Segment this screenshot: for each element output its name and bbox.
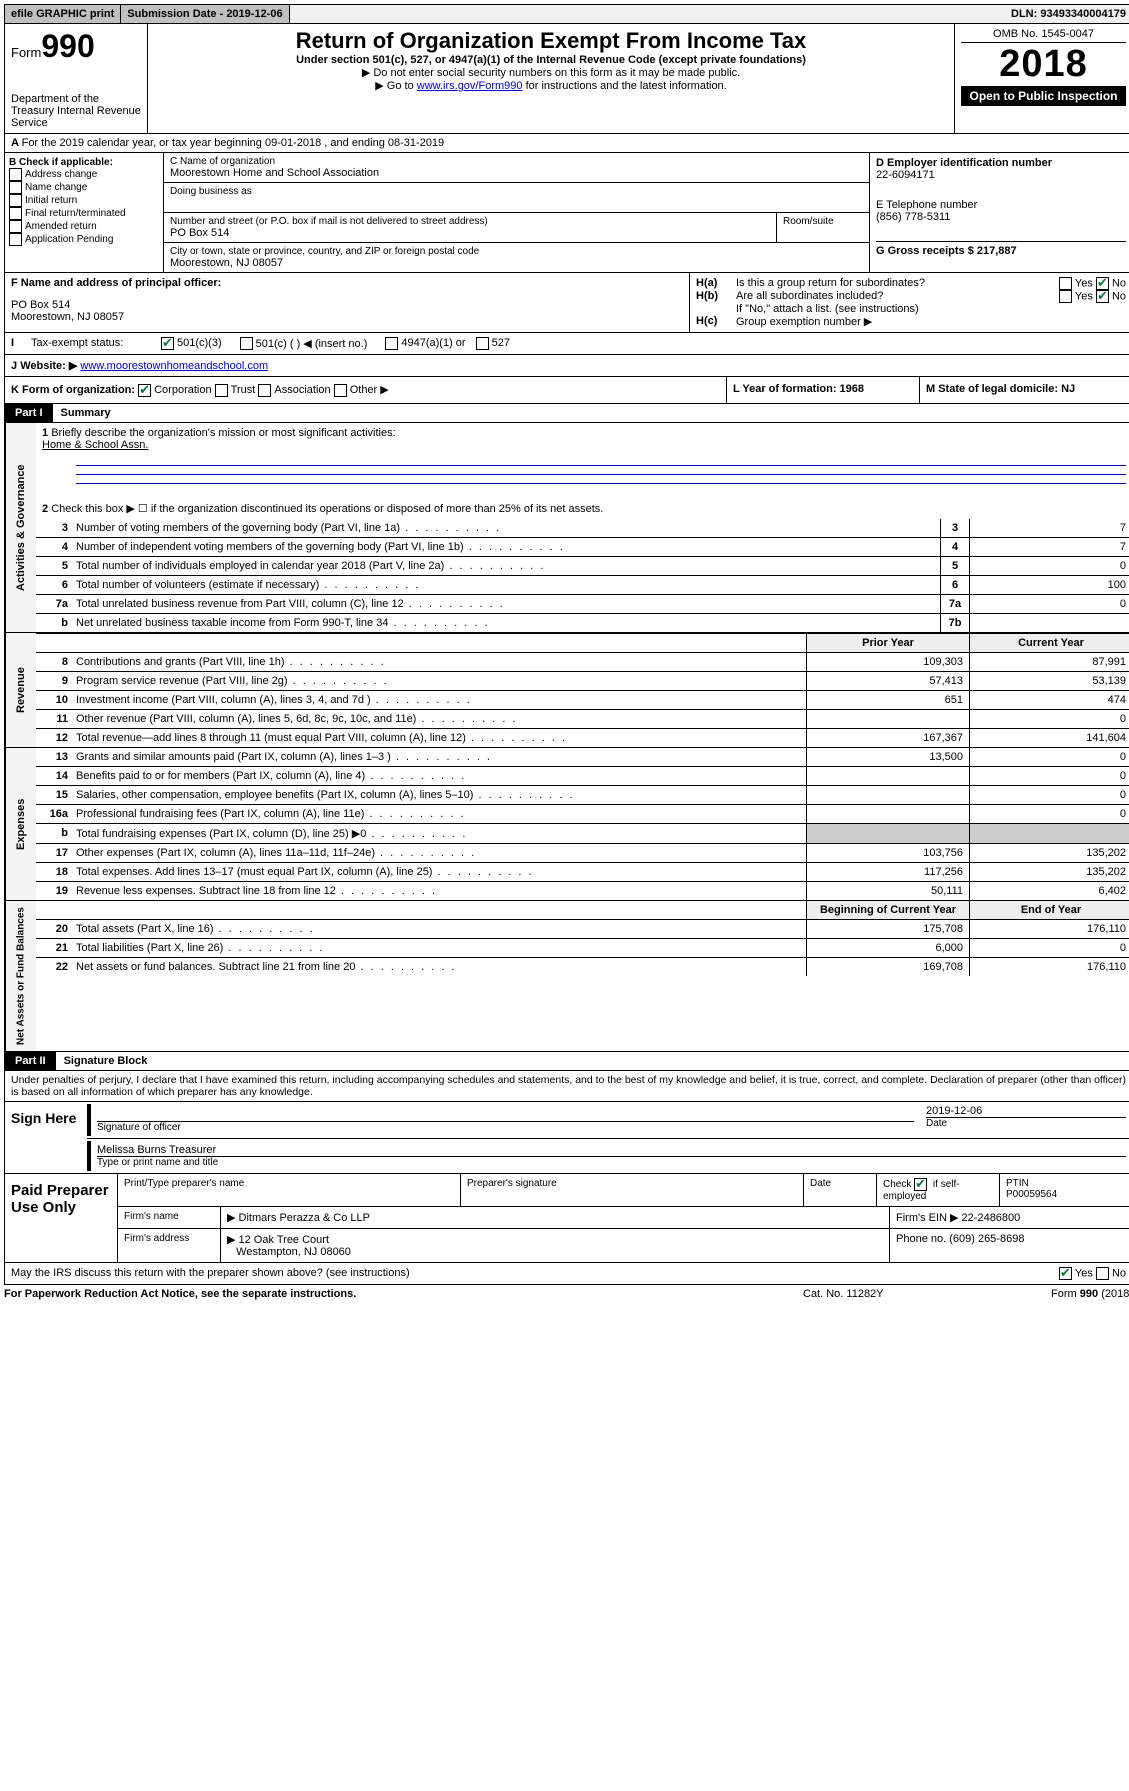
ein-value: 22-6094171: [876, 169, 1126, 181]
state-domicile: M State of legal domicile: NJ: [920, 377, 1129, 403]
firm-ein: Firm's EIN ▶ 22-2486800: [890, 1207, 1129, 1228]
governance-section: Activities & Governance 1 Briefly descri…: [4, 423, 1129, 633]
form-subtitle: Under section 501(c), 527, or 4947(a)(1)…: [154, 54, 948, 66]
hb-note: If "No," attach a list. (see instruction…: [696, 303, 1126, 315]
firm-addr1: 12 Oak Tree Court: [239, 1234, 330, 1246]
chk-pending[interactable]: [9, 233, 22, 246]
d-ein-label: D Employer identification number: [876, 157, 1052, 169]
chk-final-return[interactable]: [9, 207, 22, 220]
top-toolbar: efile GRAPHIC print Submission Date - 20…: [4, 4, 1129, 24]
org-city: Moorestown, NJ 08057: [170, 257, 863, 269]
row-j: J Website: ▶ www.moorestownhomeandschool…: [4, 355, 1129, 377]
submission-date-button[interactable]: Submission Date - 2019-12-06: [121, 5, 289, 23]
efile-print-button[interactable]: efile GRAPHIC print: [5, 5, 121, 23]
section-bcde: B Check if applicable: Address change Na…: [4, 153, 1129, 273]
tax-year: 2018: [961, 43, 1126, 86]
chk-501c[interactable]: [240, 337, 253, 350]
chk-self-employed[interactable]: [914, 1178, 927, 1191]
note-link: ▶ Go to www.irs.gov/Form990 for instruct…: [154, 79, 948, 92]
chk-trust[interactable]: [215, 384, 228, 397]
ptin-value: P00059564: [1006, 1189, 1126, 1200]
chk-other[interactable]: [334, 384, 347, 397]
chk-corp[interactable]: [138, 384, 151, 397]
netassets-section: Net Assets or Fund Balances Beginning of…: [4, 901, 1129, 1052]
netassets-tab: Net Assets or Fund Balances: [5, 901, 36, 1051]
revenue-tab: Revenue: [5, 633, 36, 747]
chk-527[interactable]: [476, 337, 489, 350]
org-address: PO Box 514: [170, 227, 770, 239]
form-header: Form990 Department of the Treasury Inter…: [4, 24, 1129, 134]
omb-number: OMB No. 1545-0047: [961, 28, 1126, 43]
hb-yes[interactable]: [1059, 290, 1072, 303]
discuss-yes[interactable]: [1059, 1267, 1072, 1280]
chk-address-change[interactable]: [9, 168, 22, 181]
org-name: Moorestown Home and School Association: [170, 167, 863, 179]
discuss-no[interactable]: [1096, 1267, 1109, 1280]
expenses-section: Expenses 13Grants and similar amounts pa…: [4, 748, 1129, 901]
g-receipts: G Gross receipts $ 217,887: [876, 245, 1017, 257]
phone-value: (856) 778-5311: [876, 211, 1126, 223]
room-label: Room/suite: [777, 213, 869, 242]
row-fh: F Name and address of principal officer:…: [4, 273, 1129, 333]
year-formation: L Year of formation: 1968: [727, 377, 920, 403]
c-org-label: C Name of organization: [170, 156, 863, 167]
hb-no[interactable]: [1096, 290, 1109, 303]
officer-addr1: PO Box 514: [11, 299, 683, 311]
expenses-tab: Expenses: [5, 748, 36, 900]
f-label: F Name and address of principal officer:: [11, 277, 221, 289]
signature-section: Sign Here Signature of officer 2019-12-0…: [4, 1102, 1129, 1174]
row-k: K Form of organization: Corporation Trus…: [4, 377, 1129, 404]
part2-header: Part II Signature Block: [4, 1052, 1129, 1071]
firm-addr2: Westampton, NJ 08060: [236, 1246, 351, 1258]
row-a-tax-year: A For the 2019 calendar year, or tax yea…: [4, 134, 1129, 153]
governance-tab: Activities & Governance: [5, 423, 36, 632]
revenue-section: Revenue Prior Year Current Year 8Contrib…: [4, 633, 1129, 748]
chk-assoc[interactable]: [258, 384, 271, 397]
officer-name: Melissa Burns Treasurer: [97, 1144, 1126, 1157]
dba-label: Doing business as: [170, 186, 863, 197]
part1-header: Part I Summary: [4, 404, 1129, 423]
firm-name: Ditmars Perazza & Co LLP: [239, 1212, 370, 1224]
website-link[interactable]: www.moorestownhomeandschool.com: [80, 360, 268, 372]
form-number: Form990: [11, 28, 141, 65]
e-phone-label: E Telephone number: [876, 199, 1126, 211]
perjury-statement: Under penalties of perjury, I declare th…: [4, 1071, 1129, 1102]
chk-amended[interactable]: [9, 220, 22, 233]
paid-preparer-section: Paid Preparer Use Only Print/Type prepar…: [4, 1174, 1129, 1263]
open-public-badge: Open to Public Inspection: [961, 86, 1126, 106]
sign-here-label: Sign Here: [5, 1102, 87, 1173]
chk-4947[interactable]: [385, 337, 398, 350]
chk-501c3[interactable]: [161, 337, 174, 350]
discuss-row: May the IRS discuss this return with the…: [4, 1263, 1129, 1285]
dln-label: DLN: 93493340004179: [1005, 5, 1129, 23]
footer-line: For Paperwork Reduction Act Notice, see …: [4, 1285, 1129, 1303]
sign-date: 2019-12-06: [926, 1105, 1126, 1118]
irs-link[interactable]: www.irs.gov/Form990: [417, 80, 523, 92]
firm-phone: Phone no. (609) 265-8698: [890, 1229, 1129, 1262]
note-ssn: ▶ Do not enter social security numbers o…: [154, 66, 948, 79]
dept-label: Department of the Treasury Internal Reve…: [11, 93, 141, 129]
paid-preparer-label: Paid Preparer Use Only: [5, 1174, 118, 1262]
column-b-checkboxes: B Check if applicable: Address change Na…: [5, 153, 164, 272]
addr-label: Number and street (or P.O. box if mail i…: [170, 216, 770, 227]
ha-yes[interactable]: [1059, 277, 1072, 290]
officer-addr2: Moorestown, NJ 08057: [11, 311, 683, 323]
mission-text: Home & School Assn.: [42, 439, 1126, 451]
chk-initial-return[interactable]: [9, 194, 22, 207]
city-label: City or town, state or province, country…: [170, 246, 863, 257]
form-title: Return of Organization Exempt From Incom…: [154, 28, 948, 54]
row-i: I Tax-exempt status: 501(c)(3) 501(c) ( …: [4, 333, 1129, 355]
chk-name-change[interactable]: [9, 181, 22, 194]
